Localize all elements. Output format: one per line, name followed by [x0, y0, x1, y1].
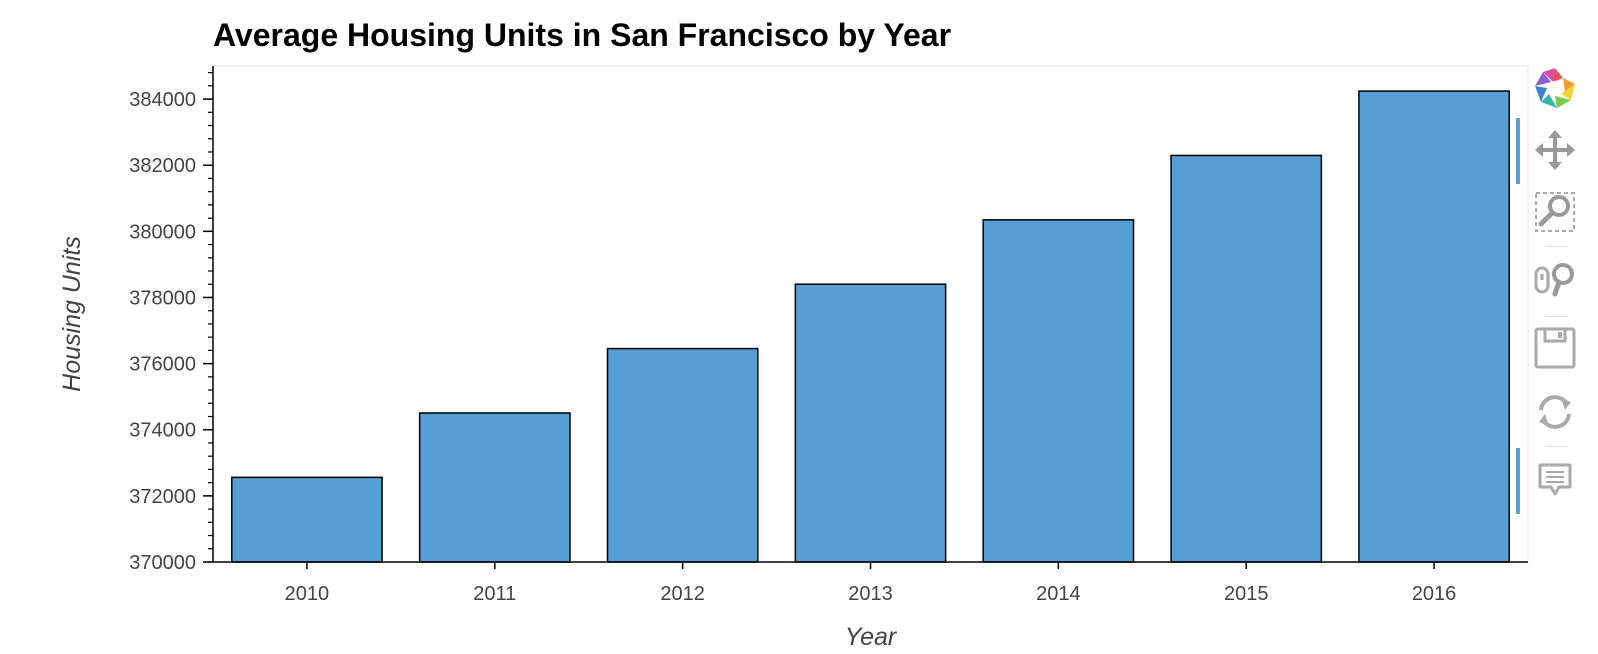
y-tick-label: 384000 [129, 89, 196, 111]
toolbar-divider [1546, 446, 1568, 447]
save-icon [1534, 327, 1576, 369]
bokeh-logo-button[interactable] [1520, 60, 1590, 116]
pan-tool-button[interactable] [1520, 122, 1590, 178]
y-tick-label: 370000 [129, 552, 196, 574]
x-tick-label: 2014 [1036, 583, 1081, 605]
chart-title: Average Housing Units in San Francisco b… [213, 17, 951, 53]
hover-tool-button[interactable] [1520, 452, 1590, 508]
hover-icon [1538, 463, 1572, 496]
y-tick-label: 372000 [129, 486, 196, 508]
y-tick-label: 382000 [129, 155, 196, 177]
toolbar-divider [1546, 316, 1568, 317]
toolbar [1516, 60, 1590, 530]
bar-2016[interactable] [1358, 90, 1510, 563]
bar-2013[interactable] [794, 283, 947, 563]
wheel-zoom-icon [1534, 263, 1574, 297]
pan-icon [1535, 130, 1575, 170]
y-axis-label: Housing Units [58, 236, 86, 392]
bar-2010[interactable] [231, 476, 383, 563]
save-button[interactable] [1520, 320, 1590, 376]
y-tick-label: 380000 [129, 221, 196, 243]
box-zoom-icon [1535, 192, 1575, 232]
bar-2015[interactable] [1170, 154, 1323, 563]
y-axis: 370000 372000 374000 376000 378000 380000 3820… [129, 66, 214, 574]
bar-2011[interactable] [418, 412, 571, 563]
reset-button[interactable] [1520, 384, 1590, 440]
y-tick-label: 374000 [129, 420, 196, 442]
bar-2012[interactable] [606, 347, 759, 563]
reset-icon [1539, 395, 1571, 429]
y-tick-label: 378000 [129, 287, 196, 309]
box-zoom-button[interactable] [1520, 184, 1590, 240]
x-axis-label: Year [845, 623, 898, 651]
x-tick-label: 2010 [285, 583, 330, 605]
pan-active-indicator [1516, 118, 1520, 184]
x-tick-label: 2011 [473, 583, 516, 605]
y-tick-label: 376000 [129, 354, 196, 376]
bars [231, 90, 1510, 563]
bokeh-logo-icon [1535, 68, 1575, 108]
hover-active-indicator [1516, 448, 1520, 514]
x-tick-label: 2015 [1224, 583, 1269, 605]
toolbar-divider [1546, 246, 1568, 247]
bar-2014[interactable] [982, 219, 1135, 563]
x-tick-label: 2012 [660, 583, 705, 605]
x-tick-label: 2013 [848, 583, 893, 605]
wheel-zoom-button[interactable] [1520, 252, 1590, 308]
x-axis: 2010 2011 2012 2013 2014 2015 2016 [213, 561, 1528, 605]
x-tick-label: 2016 [1412, 583, 1457, 605]
